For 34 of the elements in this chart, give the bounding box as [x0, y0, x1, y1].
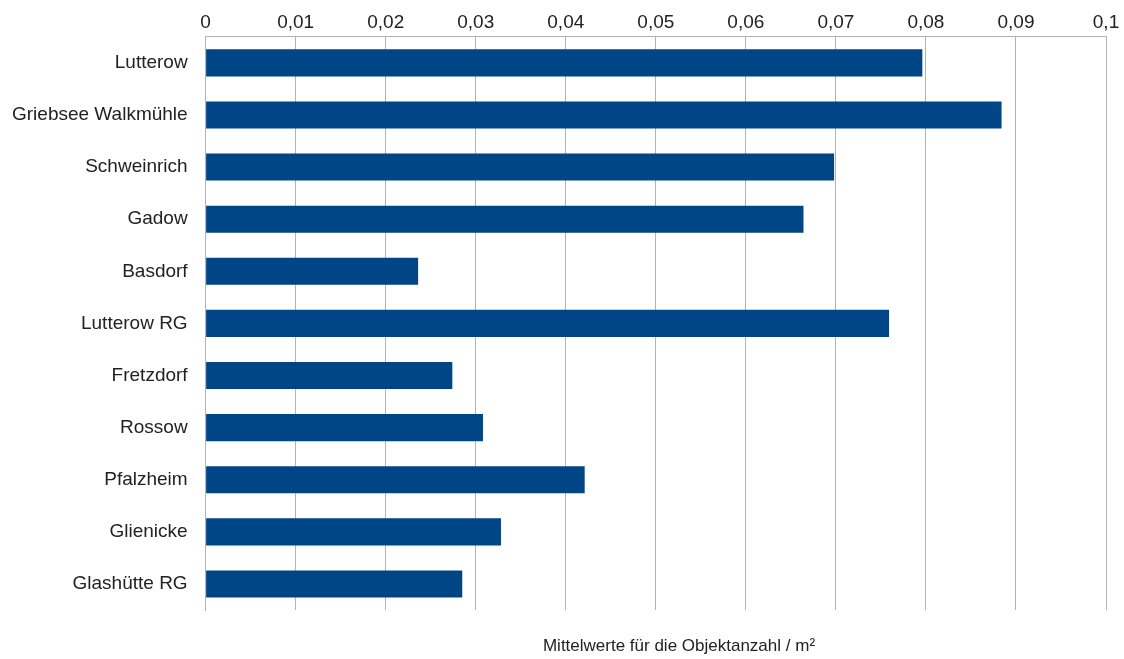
x-tick-label: 0,08 [907, 10, 945, 32]
y-tick-label: Pfalzheim [104, 467, 188, 489]
bar [206, 101, 1002, 129]
y-tick-label: Glienicke [109, 520, 188, 542]
bar [206, 257, 419, 285]
x-tick-label: 0,06 [727, 10, 765, 32]
y-tick-label: Rossow [120, 415, 188, 437]
x-tick-label: 0,09 [997, 10, 1035, 32]
y-tick-label: Schweinrich [85, 155, 188, 177]
bar [206, 309, 890, 337]
bar [206, 49, 923, 77]
x-tick-label: 0,03 [457, 10, 495, 32]
bar [206, 361, 453, 390]
bar [206, 414, 483, 442]
y-tick-label: Gadow [127, 207, 188, 229]
bar [206, 570, 463, 598]
x-tick-label: 0,01 [277, 10, 315, 32]
x-tick-label: 0,1 [1092, 10, 1120, 32]
x-tick-label: 0 [200, 10, 211, 32]
x-tick-label: 0,05 [637, 10, 675, 32]
y-tick-label: Glashütte RG [72, 572, 188, 594]
bar [206, 466, 585, 494]
bar [206, 518, 501, 546]
x-axis-title: Mittelwerte für die Objektanzahl / m² [541, 636, 817, 656]
y-tick-label: Lutterow RG [80, 311, 188, 333]
x-tick-label: 0,04 [547, 10, 585, 32]
y-tick-label: Fretzdorf [111, 363, 189, 385]
y-tick-label: Griebsee Walkmühle [12, 103, 188, 125]
x-tick-label: 0,07 [817, 10, 855, 32]
y-tick-label: Lutterow [114, 51, 188, 73]
x-tick-label: 0,02 [367, 10, 405, 32]
bar [206, 153, 835, 181]
bar [206, 205, 804, 233]
y-tick-label: Basdorf [122, 259, 189, 281]
